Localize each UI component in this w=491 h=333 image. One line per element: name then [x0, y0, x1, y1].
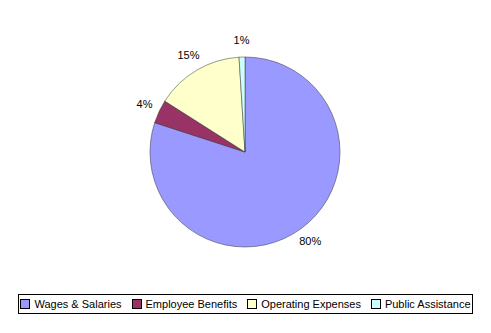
- html-text:Wages & Salaries: Wages & Salaries: [34, 298, 122, 310]
- svg-text:15%: 15%: [177, 49, 199, 61]
- html-text:Employee Benefits: Employee Benefits: [145, 298, 238, 310]
- html-text:Public Assistance: Public Assistance: [384, 298, 471, 310]
- svg-text:1%: 1%: [234, 34, 250, 46]
- svg-text:4%: 4%: [137, 98, 153, 110]
- html-text:Operating Expenses: Operating Expenses: [261, 298, 361, 310]
- svg-text:80%: 80%: [299, 235, 321, 247]
